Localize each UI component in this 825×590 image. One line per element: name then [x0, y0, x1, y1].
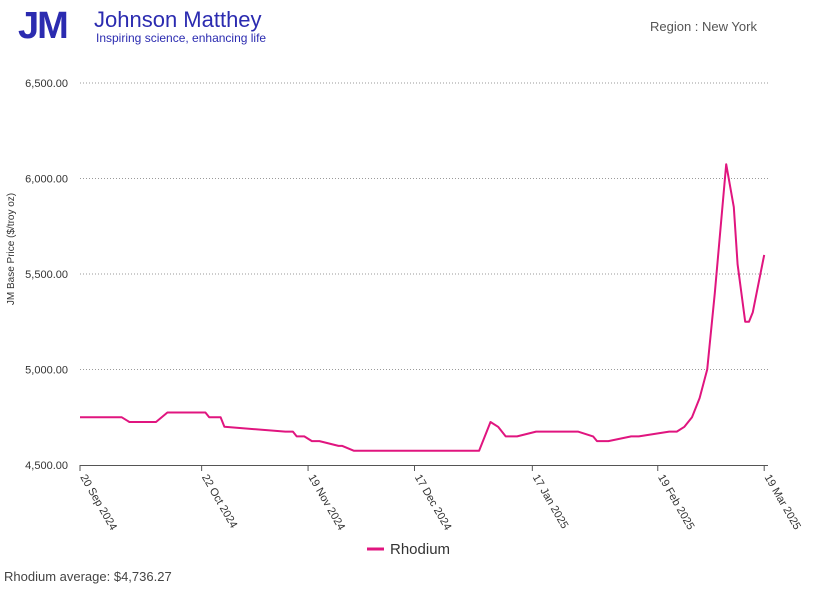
company-logo: JM [18, 5, 69, 47]
x-tick-label: 20 Sep 2024 [77, 473, 119, 533]
rhodium-series-line [80, 163, 766, 452]
y-tick-label: 5,500.00 [25, 269, 68, 281]
y-tick-label: 5,000.00 [25, 365, 68, 377]
y-tick-label: 6,000.00 [25, 174, 68, 186]
x-tick-label: 19 Feb 2025 [655, 473, 696, 533]
x-tick-label: 19 Mar 2025 [762, 473, 803, 532]
x-tick-label: 19 Nov 2024 [305, 473, 347, 533]
brand-tagline: Inspiring science, enhancing life [96, 31, 267, 45]
x-tick-label: 17 Dec 2024 [412, 473, 454, 533]
x-tick-label: 17 Jan 2025 [530, 473, 571, 531]
average-summary: Rhodium average: $4,736.27 [4, 569, 172, 584]
legend-label: Rhodium [390, 541, 450, 558]
y-tick-label: 4,500.00 [25, 460, 68, 472]
rhodium-price-chart: 4,500.00 5,000.00 5,500.00 6,000.00 6,500.00… [6, 78, 803, 558]
brand-name: Johnson Matthey [94, 7, 262, 32]
y-tick-label: 6,500.00 [25, 78, 68, 90]
region-label: Region : New York [650, 19, 757, 34]
x-tick-label: 22 Oct 2024 [199, 473, 239, 531]
y-axis-title: JM Base Price ($/troy oz) [6, 193, 17, 305]
